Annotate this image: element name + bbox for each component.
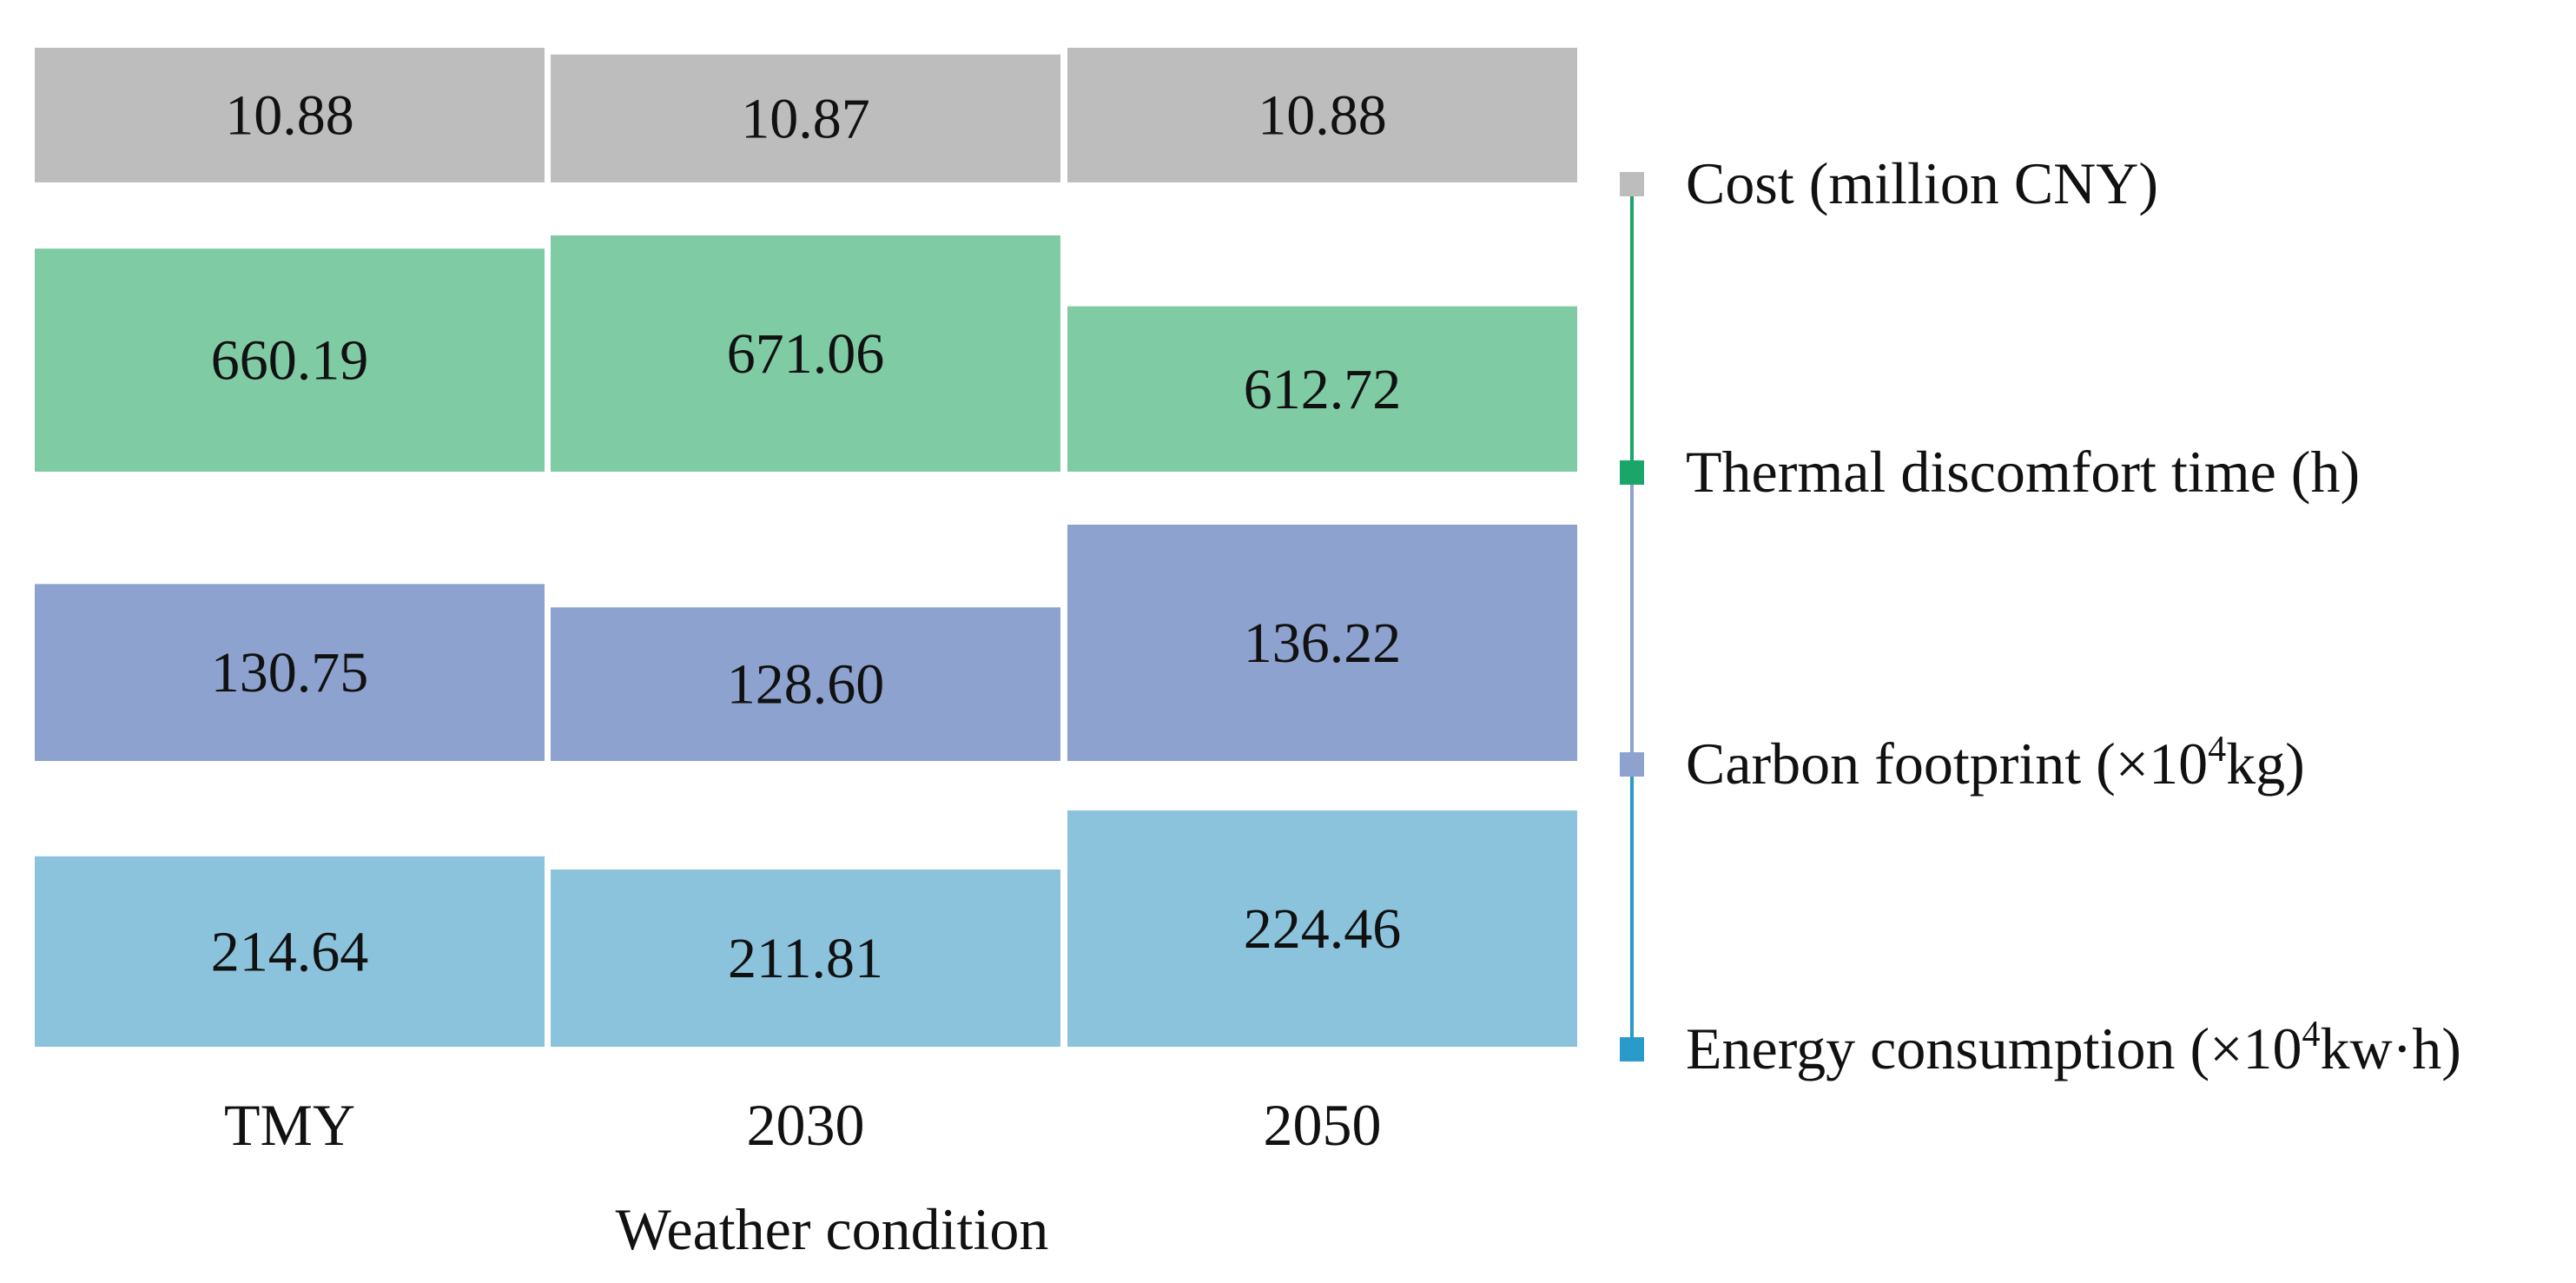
legend-label-thermal: Thermal discomfort time (h) (1686, 439, 2360, 505)
category-label-2030: 2030 (747, 1092, 865, 1158)
value-label-carbon-2050: 136.22 (1244, 612, 1402, 675)
value-label-thermal-2030: 671.06 (727, 322, 885, 386)
bar-carbon-2030 (551, 607, 1060, 761)
bars-layer (35, 48, 1577, 1047)
value-label-carbon-2030: 128.60 (727, 653, 885, 717)
value-label-carbon-tmy: 130.75 (211, 641, 369, 704)
legend-label-carbon: Carbon footprint (×104kg) (1686, 730, 2305, 797)
value-labels-layer: 10.88 10.87 10.88 660.19 671.06 612.72 130.75 1… (211, 84, 1402, 991)
value-label-thermal-tmy: 660.19 (211, 329, 369, 393)
legend-marker-carbon (1620, 752, 1644, 777)
legend-label-energy: Energy consumption (×104kw·h) (1686, 1015, 2461, 1081)
legend-label-cost: Cost (million CNY) (1686, 150, 2158, 216)
value-label-cost-2050: 10.88 (1258, 84, 1387, 148)
bar-thermal-2030 (551, 235, 1060, 472)
category-labels-layer: TMY 2030 2050 (224, 1092, 1382, 1158)
legend: Cost (million CNY) Thermal discomfort tim… (1620, 150, 2461, 1081)
bar-carbon-tmy (35, 584, 545, 761)
bar-carbon-2050 (1067, 525, 1577, 761)
value-label-cost-tmy: 10.88 (225, 84, 354, 148)
category-label-tmy: TMY (224, 1092, 355, 1158)
bar-thermal-tmy (35, 248, 545, 472)
value-label-energy-2050: 224.46 (1244, 897, 1402, 961)
bar-energy-2030 (551, 870, 1060, 1047)
bar-thermal-2050 (1067, 306, 1577, 472)
legend-marker-energy (1620, 1037, 1644, 1061)
bar-cost-2050 (1067, 48, 1577, 182)
value-label-energy-tmy: 214.64 (211, 920, 369, 983)
bar-cost-tmy (35, 48, 545, 182)
value-label-thermal-2050: 612.72 (1244, 358, 1402, 421)
category-label-2050: 2050 (1264, 1092, 1382, 1158)
bar-cost-2030 (551, 54, 1060, 182)
value-label-cost-2030: 10.87 (741, 87, 870, 150)
bar-energy-2050 (1067, 810, 1577, 1047)
x-axis-title: Weather condition (616, 1196, 1049, 1262)
legend-marker-cost (1620, 172, 1644, 196)
legend-marker-thermal (1620, 460, 1644, 485)
bar-energy-tmy (35, 856, 545, 1047)
value-label-energy-2030: 211.81 (728, 927, 883, 990)
